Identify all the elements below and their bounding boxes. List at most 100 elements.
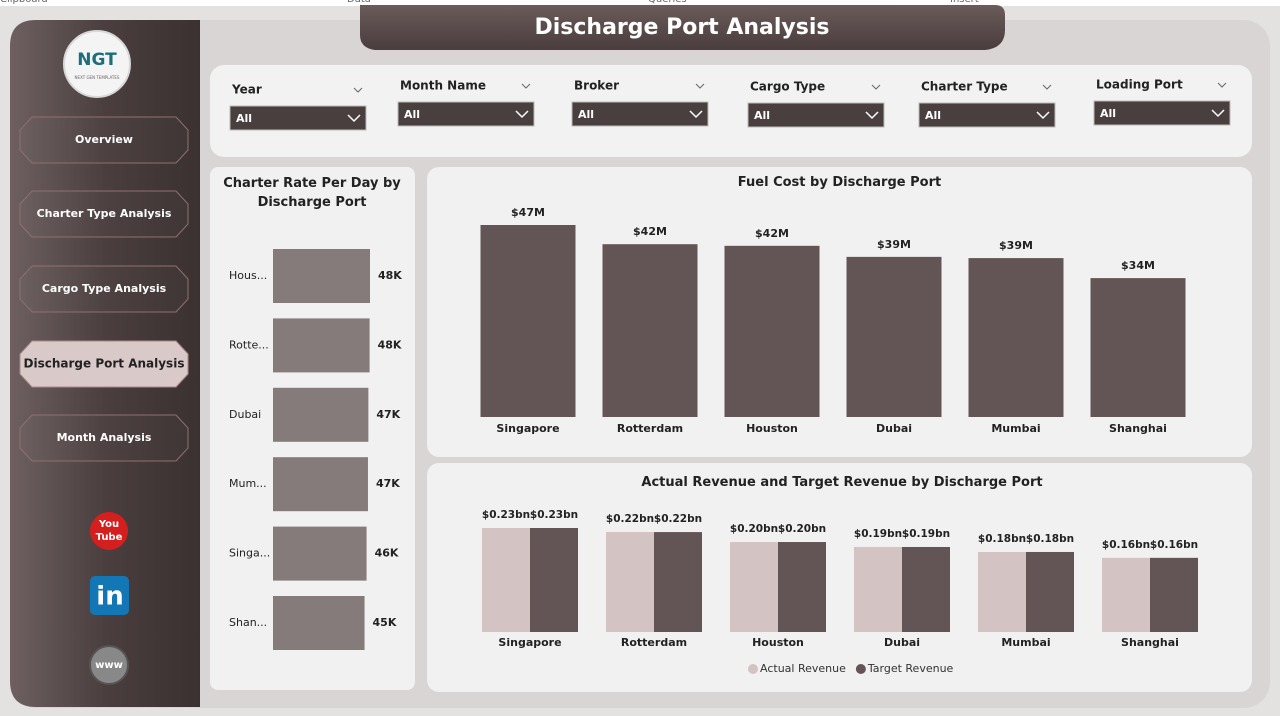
bar — [606, 532, 654, 632]
bar — [602, 244, 698, 417]
dropdown-chevron — [347, 114, 361, 123]
logo-subtitle: NEXT GEN TEMPLATES — [75, 75, 120, 80]
filter-panel — [210, 65, 1252, 157]
chart-title: Charter Rate Per Day by Discharge Port — [223, 176, 401, 210]
nav-button[interactable] — [19, 265, 189, 313]
nav-label: Month Analysis — [57, 431, 152, 444]
bar — [273, 249, 370, 303]
filter-chevron — [695, 83, 705, 89]
filter-value: All — [578, 108, 594, 121]
filter-chevron — [353, 87, 363, 93]
filter-dropdown[interactable] — [397, 101, 535, 127]
bar — [846, 256, 942, 417]
dropdown-chevron — [515, 110, 529, 119]
bar — [273, 318, 370, 373]
filter-chevron — [521, 83, 531, 89]
bar — [1090, 278, 1186, 417]
filter-value: All — [925, 109, 941, 122]
nav-button[interactable] — [19, 340, 189, 388]
linkedin-text: in — [96, 582, 123, 612]
category-label: Shan... — [229, 616, 267, 629]
dropdown-chevron — [1036, 111, 1050, 120]
dropdown-chevron — [689, 110, 703, 119]
category-label: Mum... — [229, 477, 267, 490]
linkedin-icon[interactable] — [90, 576, 129, 615]
data-label: 48K — [378, 269, 402, 282]
data-label: $39M — [999, 239, 1033, 252]
youtube-text: You — [98, 519, 119, 530]
bar — [273, 526, 367, 581]
ribbon-label: Insert — [950, 0, 979, 5]
nav-label: Cargo Type Analysis — [42, 282, 167, 295]
data-label: $0.16bn — [1102, 539, 1150, 551]
filter-label: Broker — [574, 79, 619, 93]
youtube-icon[interactable] — [90, 512, 128, 550]
category-label: Hous... — [229, 269, 267, 282]
data-label: $0.20bn — [730, 523, 778, 535]
filter-dropdown[interactable] — [1093, 100, 1231, 126]
category-label: Houston — [746, 422, 798, 435]
filter-value: All — [754, 109, 770, 122]
legend-label: Actual Revenue — [760, 662, 846, 675]
bar — [654, 532, 702, 632]
filter-dropdown[interactable] — [747, 102, 885, 128]
filter-value: All — [404, 108, 420, 121]
data-label: 46K — [375, 547, 399, 560]
data-label: $0.18bn — [1026, 533, 1074, 545]
web-icon[interactable] — [89, 645, 129, 685]
nav-label: Discharge Port Analysis — [24, 357, 185, 371]
page-title: Discharge Port Analysis — [534, 15, 829, 40]
filter-dropdown[interactable] — [571, 101, 709, 127]
nav-button[interactable] — [19, 414, 189, 462]
nav-button[interactable] — [19, 116, 189, 164]
bar — [1026, 551, 1074, 632]
logo-text: NGT — [77, 50, 117, 70]
bar — [480, 225, 576, 417]
filter-chevron — [1217, 82, 1227, 88]
data-label: $0.22bn — [606, 513, 654, 525]
data-label: $39M — [877, 238, 911, 251]
data-label: $0.18bn — [978, 533, 1026, 545]
data-label: $0.16bn — [1150, 539, 1198, 551]
category-label: Singapore — [496, 422, 559, 435]
chart-title: Actual Revenue and Target Revenue by Dis… — [641, 475, 1043, 490]
filter-label: Month Name — [400, 79, 486, 93]
filter-chevron — [1042, 84, 1052, 90]
bar — [1102, 557, 1150, 632]
nav-label: Charter Type Analysis — [37, 207, 172, 220]
data-label: $47M — [511, 206, 545, 219]
ribbon-label: Clipboard — [0, 0, 48, 5]
legend-swatch — [855, 664, 866, 674]
bar — [724, 245, 820, 417]
bar — [273, 457, 368, 512]
filter-label: Loading Port — [1096, 78, 1183, 92]
category-label: Shanghai — [1109, 422, 1167, 435]
filter-dropdown[interactable] — [918, 102, 1056, 128]
data-label: $42M — [755, 227, 789, 240]
filter-dropdown[interactable] — [229, 105, 367, 131]
category-label: Singapore — [498, 636, 561, 649]
category-label: Dubai — [229, 408, 261, 421]
data-label: $0.19bn — [854, 528, 902, 540]
youtube-text: Tube — [96, 532, 123, 543]
bar — [1150, 557, 1198, 632]
filter-value: All — [1100, 107, 1116, 120]
category-label: Shanghai — [1121, 636, 1179, 649]
filter-label: Cargo Type — [750, 80, 825, 94]
category-label: Houston — [752, 636, 804, 649]
data-label: 48K — [378, 338, 402, 351]
category-label: Mumbai — [991, 422, 1040, 435]
data-label: $0.23bn — [530, 509, 578, 521]
bar — [902, 546, 950, 632]
nav-button[interactable] — [19, 190, 189, 238]
filter-chevron — [871, 84, 881, 90]
data-label: $0.22bn — [654, 513, 702, 525]
filter-label: Charter Type — [921, 80, 1008, 94]
data-label: $0.19bn — [902, 528, 950, 540]
panel — [427, 463, 1252, 692]
bar — [273, 596, 365, 650]
data-label: $42M — [633, 225, 667, 238]
bar — [273, 387, 369, 442]
